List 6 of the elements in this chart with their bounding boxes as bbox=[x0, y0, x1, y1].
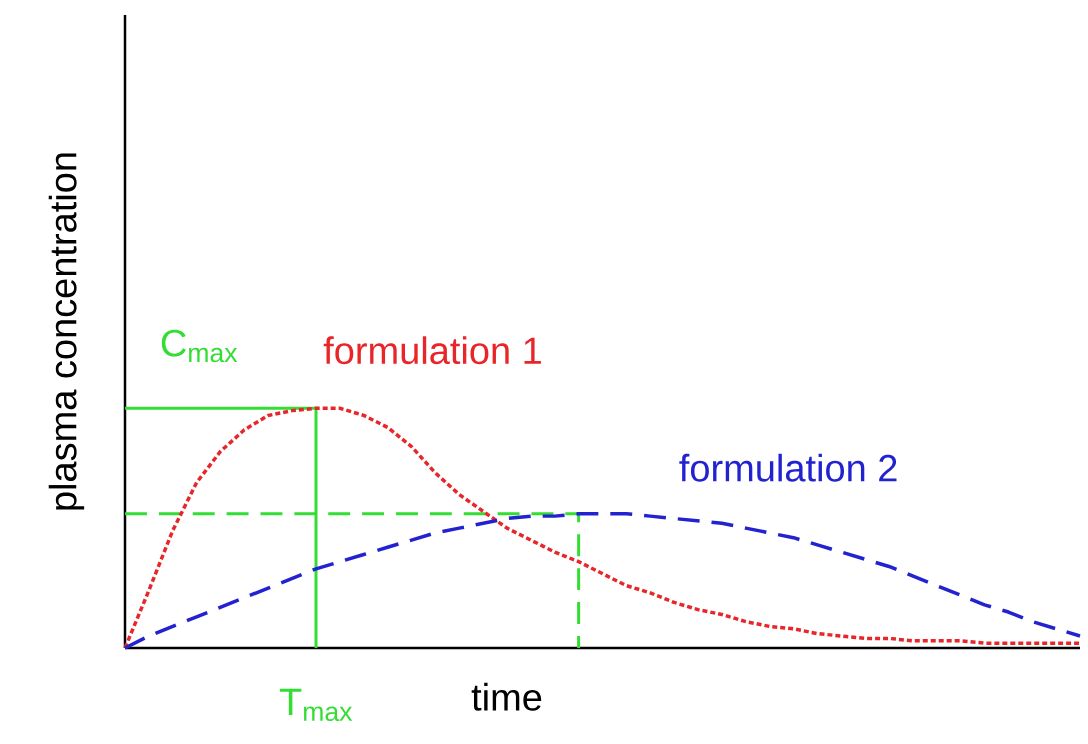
x-axis-title: time bbox=[471, 682, 542, 711]
series-label: formulation 2 bbox=[679, 453, 897, 482]
text: T$_{max}$ bbox=[279, 688, 353, 722]
y-axis-title: plasma concentration bbox=[48, 153, 85, 510]
series-label: formulation 1 bbox=[323, 336, 541, 365]
ref-line-label: C$_{max}$ bbox=[161, 329, 238, 363]
